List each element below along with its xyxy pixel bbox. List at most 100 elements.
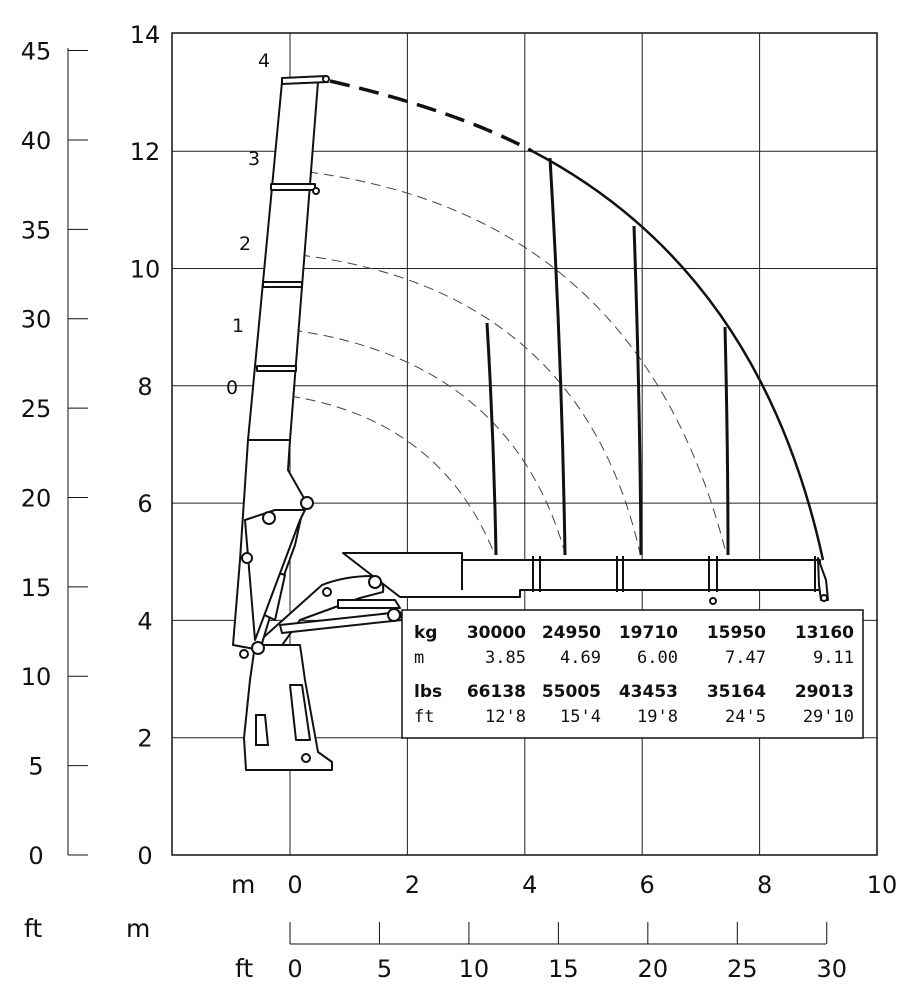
table-cell: 24'5 — [725, 707, 766, 727]
crane-drawing — [232, 75, 829, 771]
table-cell: 19710 — [619, 623, 678, 643]
ft-horizontal-tick-label: 20 — [638, 955, 669, 983]
x-axis-m: 0 2 4 6 8 10 — [287, 871, 897, 899]
ft-horizontal-tick-label: 10 — [459, 955, 490, 983]
collar-pin-4 — [322, 75, 330, 83]
pin-link — [387, 608, 401, 622]
table-cell: 15950 — [707, 623, 766, 643]
table-cell: 6.00 — [637, 648, 678, 668]
ft-vertical-tick-label: 35 — [21, 216, 52, 244]
pin-main-mid — [262, 511, 276, 525]
arc-extension-1 — [291, 329, 566, 554]
table-cell: 19'8 — [637, 707, 678, 727]
table-cell: 13160 — [795, 623, 854, 643]
load-table: kg 30000 24950 19710 15950 13160 m 3.85 4.69 6.00… — [401, 609, 864, 739]
ft-horizontal-axis: 0 5 10 15 20 25 30 — [287, 922, 847, 983]
table-unit-ft: ft — [414, 707, 434, 727]
base-pin — [301, 753, 311, 763]
y-tick-label: 4 — [137, 607, 152, 635]
ft-vertical-tick-label: 15 — [21, 574, 52, 602]
hook-point — [709, 597, 717, 605]
table-cell: 15'4 — [560, 707, 601, 727]
pin-knuckle — [368, 575, 382, 589]
boom-tip-hook — [817, 557, 829, 601]
table-cell: 29013 — [795, 682, 854, 702]
reach-envelope-extended — [329, 79, 533, 153]
pin-main-base — [251, 641, 265, 655]
base-cylinder — [289, 684, 311, 741]
boom-label-1: 1 — [232, 315, 244, 337]
hook-drop-lines — [485, 157, 730, 556]
ft-vertical-tick-label: 25 — [21, 395, 52, 423]
x-axis-unit: m — [231, 870, 255, 899]
ft-vertical-tick-label: 40 — [21, 127, 52, 155]
table-unit-m: m — [414, 648, 424, 668]
pin-main-top — [300, 496, 314, 510]
table-cell: 35164 — [707, 682, 766, 702]
ft-vertical-tick-label: 5 — [28, 753, 43, 781]
x-tick-label: 2 — [405, 871, 420, 899]
boom-extension-labels: 0 1 2 3 4 — [226, 50, 270, 399]
table-cell: 66138 — [467, 682, 526, 702]
tip-point — [820, 594, 828, 602]
x-tick-label: 0 — [287, 871, 302, 899]
drop-line-3 — [632, 225, 643, 556]
ft-horizontal-tick-label: 30 — [816, 955, 847, 983]
arc-extension-2 — [299, 254, 641, 554]
ft-vertical-tick-label: 10 — [21, 663, 52, 691]
y-tick-label: 14 — [130, 21, 161, 49]
pin-main-base-2 — [239, 649, 249, 659]
ft-vertical-tick-label: 0 — [28, 842, 43, 870]
y-tick-label: 0 — [137, 842, 152, 870]
table-cell: 55005 — [542, 682, 601, 702]
table-cell: 4.69 — [560, 648, 601, 668]
x-tick-label: 10 — [867, 871, 898, 899]
y-tick-label: 6 — [137, 490, 152, 518]
boom-label-3: 3 — [248, 148, 260, 170]
y-tick-label: 12 — [130, 138, 161, 166]
y-axis-m: 0 2 4 6 8 10 12 14 — [130, 21, 161, 870]
table-cell: 9.11 — [813, 648, 854, 668]
table-cell: 24950 — [542, 623, 601, 643]
base-slot — [255, 714, 270, 746]
pin-main-low — [241, 552, 253, 564]
boom-tip-arcs — [289, 171, 727, 554]
pin-arm — [322, 587, 332, 597]
table-cell: 30000 — [467, 623, 526, 643]
ft-vertical-axis: 0 5 10 15 20 25 30 35 40 45 — [21, 38, 88, 870]
y-tick-label: 2 — [137, 725, 152, 753]
knuckle-cylinder — [337, 599, 401, 609]
horizontal-boom — [342, 552, 821, 598]
arc-extension-0 — [289, 395, 495, 554]
table-cell: 43453 — [619, 682, 678, 702]
ft-vertical-tick-label: 45 — [21, 38, 52, 66]
table-cell: 12'8 — [485, 707, 526, 727]
table-unit-kg: kg — [414, 623, 437, 643]
ft-horizontal-tick-label: 25 — [727, 955, 758, 983]
ft-horizontal-tick-label: 5 — [377, 955, 392, 983]
drop-line-1 — [485, 322, 498, 556]
ft-horizontal-unit: ft — [235, 954, 253, 983]
x-tick-label: 8 — [757, 871, 772, 899]
drop-line-4 — [723, 326, 730, 556]
table-cell: 29'10 — [803, 707, 854, 727]
load-table-box — [401, 609, 864, 739]
drop-line-2 — [548, 157, 567, 556]
x-tick-label: 6 — [640, 871, 655, 899]
y-tick-label: 8 — [137, 373, 152, 401]
m-label-bottom: m — [126, 914, 150, 943]
ft-vertical-unit: ft — [24, 914, 42, 943]
plot-frame — [171, 32, 878, 856]
collar-pin-3 — [312, 187, 320, 195]
boom-label-2: 2 — [239, 233, 251, 255]
main-link — [244, 509, 306, 641]
ft-horizontal-tick-label: 0 — [287, 955, 302, 983]
table-cell: 3.85 — [485, 648, 526, 668]
ft-vertical-tick-label: 20 — [21, 484, 52, 512]
boom-label-0: 0 — [226, 377, 238, 399]
reach-envelope — [531, 149, 825, 561]
boom-label-4: 4 — [258, 50, 270, 72]
ft-horizontal-tick-label: 15 — [548, 955, 579, 983]
ft-vertical-tick-label: 30 — [21, 306, 52, 334]
